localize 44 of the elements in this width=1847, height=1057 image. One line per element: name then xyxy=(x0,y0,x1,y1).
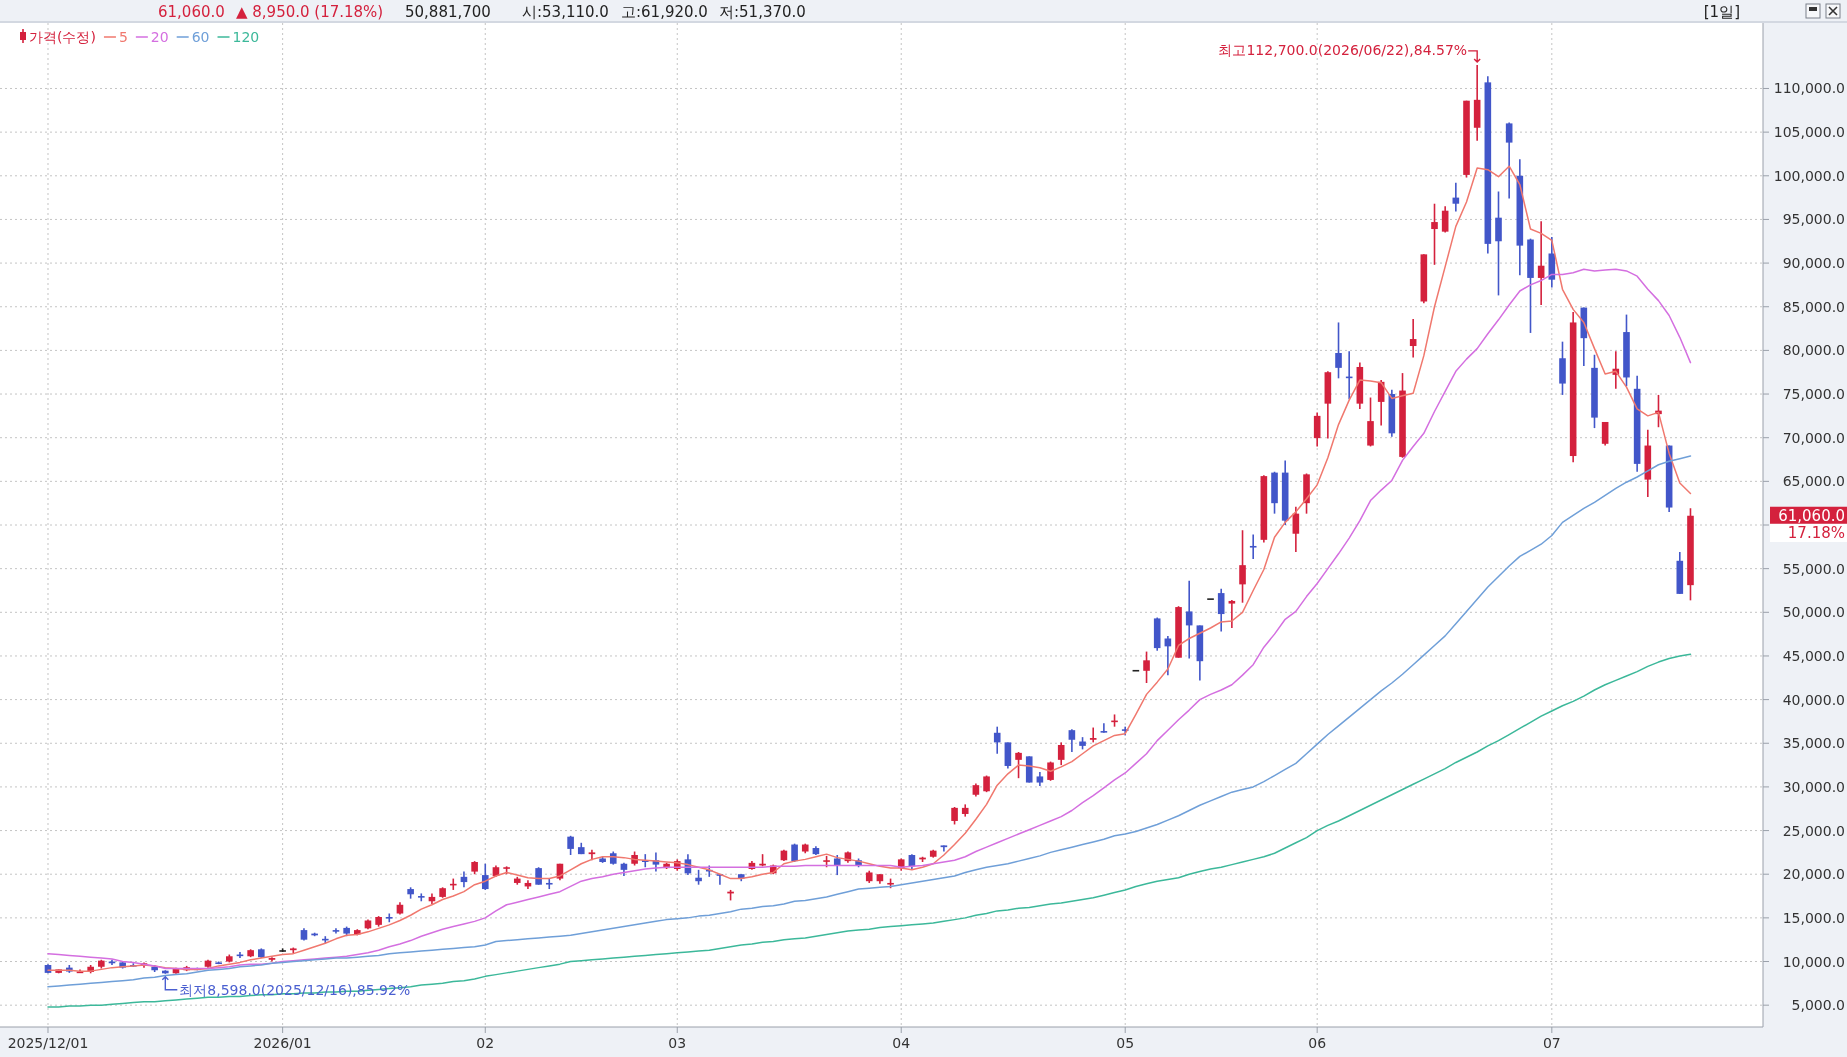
legend-label: 20 xyxy=(150,29,169,45)
y-tick-label: 25,000.0 xyxy=(1782,822,1845,839)
legend-label: 가격(수정) xyxy=(29,29,96,45)
text: ▲ 8,950.0 (17.18%) xyxy=(236,3,384,21)
text: [1일] xyxy=(1703,3,1740,21)
y-tick-label: 5,000.0 xyxy=(1791,997,1845,1014)
x-tick-label: 2026/01 xyxy=(253,1035,312,1051)
y-tick-label: 50,000.0 xyxy=(1782,604,1845,621)
y-tick-label: 20,000.0 xyxy=(1782,866,1845,883)
x-tick-label: 05 xyxy=(1116,1035,1135,1051)
y-tick-label: 45,000.0 xyxy=(1782,647,1845,664)
text: 고:61,920.0 xyxy=(621,3,708,21)
y-tick-label: 95,000.0 xyxy=(1782,211,1845,228)
legend-label: 60 xyxy=(191,29,210,45)
annotation: 최고112,700.0(2026/06/22),84.57% xyxy=(1218,41,1468,58)
text: 저:51,370.0 xyxy=(719,3,806,21)
text: 61,060.0 xyxy=(158,3,225,21)
y-tick-label: 40,000.0 xyxy=(1782,691,1845,708)
y-tick-label: 110,000.0 xyxy=(1773,80,1845,97)
y-tick-label: 90,000.0 xyxy=(1782,255,1845,272)
y-tick-label: 15,000.0 xyxy=(1782,909,1845,926)
y-tick-label: 75,000.0 xyxy=(1782,386,1845,403)
text: 50,881,700 xyxy=(405,3,491,21)
text: 17.18% xyxy=(1787,524,1845,542)
text: 시:53,110.0 xyxy=(522,3,609,21)
x-tick-label: 06 xyxy=(1308,1035,1327,1051)
x-tick-label: 2025/12/01 xyxy=(7,1035,89,1051)
x-tick-label: 07 xyxy=(1542,1035,1561,1051)
y-tick-label: 105,000.0 xyxy=(1773,124,1845,141)
y-tick-label: 55,000.0 xyxy=(1782,560,1845,577)
x-tick-label: 03 xyxy=(668,1035,687,1051)
y-tick-label: 65,000.0 xyxy=(1782,473,1845,490)
legend-label: 5 xyxy=(118,29,128,45)
y-tick-label: 10,000.0 xyxy=(1782,953,1845,970)
y-tick-label: 35,000.0 xyxy=(1782,735,1845,752)
x-tick-label: 04 xyxy=(892,1035,911,1051)
y-tick-label: 70,000.0 xyxy=(1782,429,1845,446)
text: 61,060.0 xyxy=(1778,506,1845,525)
y-tick-label: 85,000.0 xyxy=(1782,298,1845,315)
legend-label: 120 xyxy=(232,29,260,45)
y-tick-label: 100,000.0 xyxy=(1773,167,1845,184)
y-tick-label: 80,000.0 xyxy=(1782,342,1845,359)
y-tick-label: 30,000.0 xyxy=(1782,778,1845,795)
x-tick-label: 02 xyxy=(476,1035,495,1051)
